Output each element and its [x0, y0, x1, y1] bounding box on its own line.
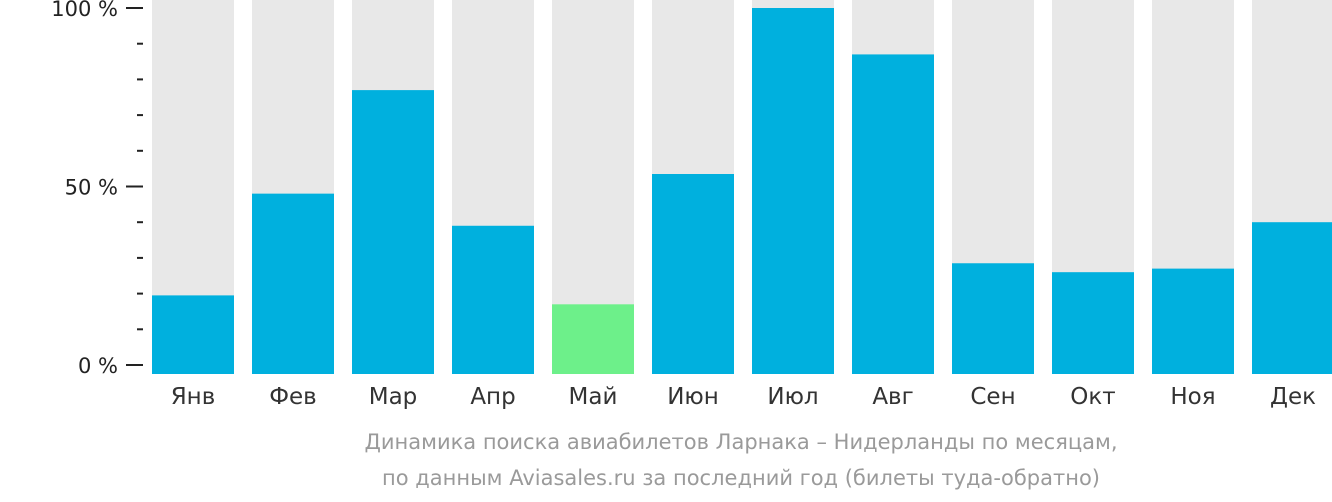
y-tick-label: 100 %	[51, 0, 118, 21]
bar[interactable]	[452, 225, 534, 374]
bar[interactable]	[252, 193, 334, 374]
y-tick-label: 50 %	[65, 176, 118, 200]
x-tick-label: Июн	[667, 384, 719, 410]
chart-caption-line-2: по данным Aviasales.ru за последний год …	[382, 466, 1100, 490]
x-tick-label: Авг	[872, 384, 913, 410]
bar[interactable]	[1152, 268, 1234, 374]
x-tick-label: Апр	[470, 384, 515, 410]
chart: 0 % 50 % 100 % Янв Фев Мар Апр Май Июн Июл Авг Сен…	[51, 0, 1332, 410]
bar[interactable]	[952, 263, 1034, 374]
x-tick-label: Фев	[269, 384, 317, 410]
bar-highlighted[interactable]	[552, 304, 634, 374]
y-tick-label: 0 %	[78, 354, 118, 378]
bar[interactable]	[1052, 272, 1134, 374]
x-tick-label: Май	[569, 384, 618, 410]
x-tick-label: Дек	[1270, 384, 1316, 410]
bar[interactable]	[852, 54, 934, 374]
y-axis: 0 % 50 % 100 %	[51, 0, 143, 378]
bar[interactable]	[752, 8, 834, 374]
x-tick-label: Мар	[369, 384, 418, 410]
chart-caption-line-1: Динамика поиска авиабилетов Ларнака – Ни…	[364, 430, 1118, 454]
x-tick-label: Окт	[1070, 384, 1115, 410]
x-tick-label: Июл	[767, 384, 818, 410]
x-tick-label: Сен	[970, 384, 1015, 410]
x-tick-label: Янв	[171, 384, 216, 410]
bar[interactable]	[352, 90, 434, 375]
x-axis: Янв Фев Мар Апр Май Июн Июл Авг Сен Окт Ноя Дек	[171, 384, 1316, 410]
x-tick-label: Ноя	[1170, 384, 1215, 410]
bars	[152, 0, 1332, 375]
bar[interactable]	[652, 174, 734, 374]
bar[interactable]	[152, 295, 234, 374]
bar[interactable]	[1252, 222, 1332, 374]
